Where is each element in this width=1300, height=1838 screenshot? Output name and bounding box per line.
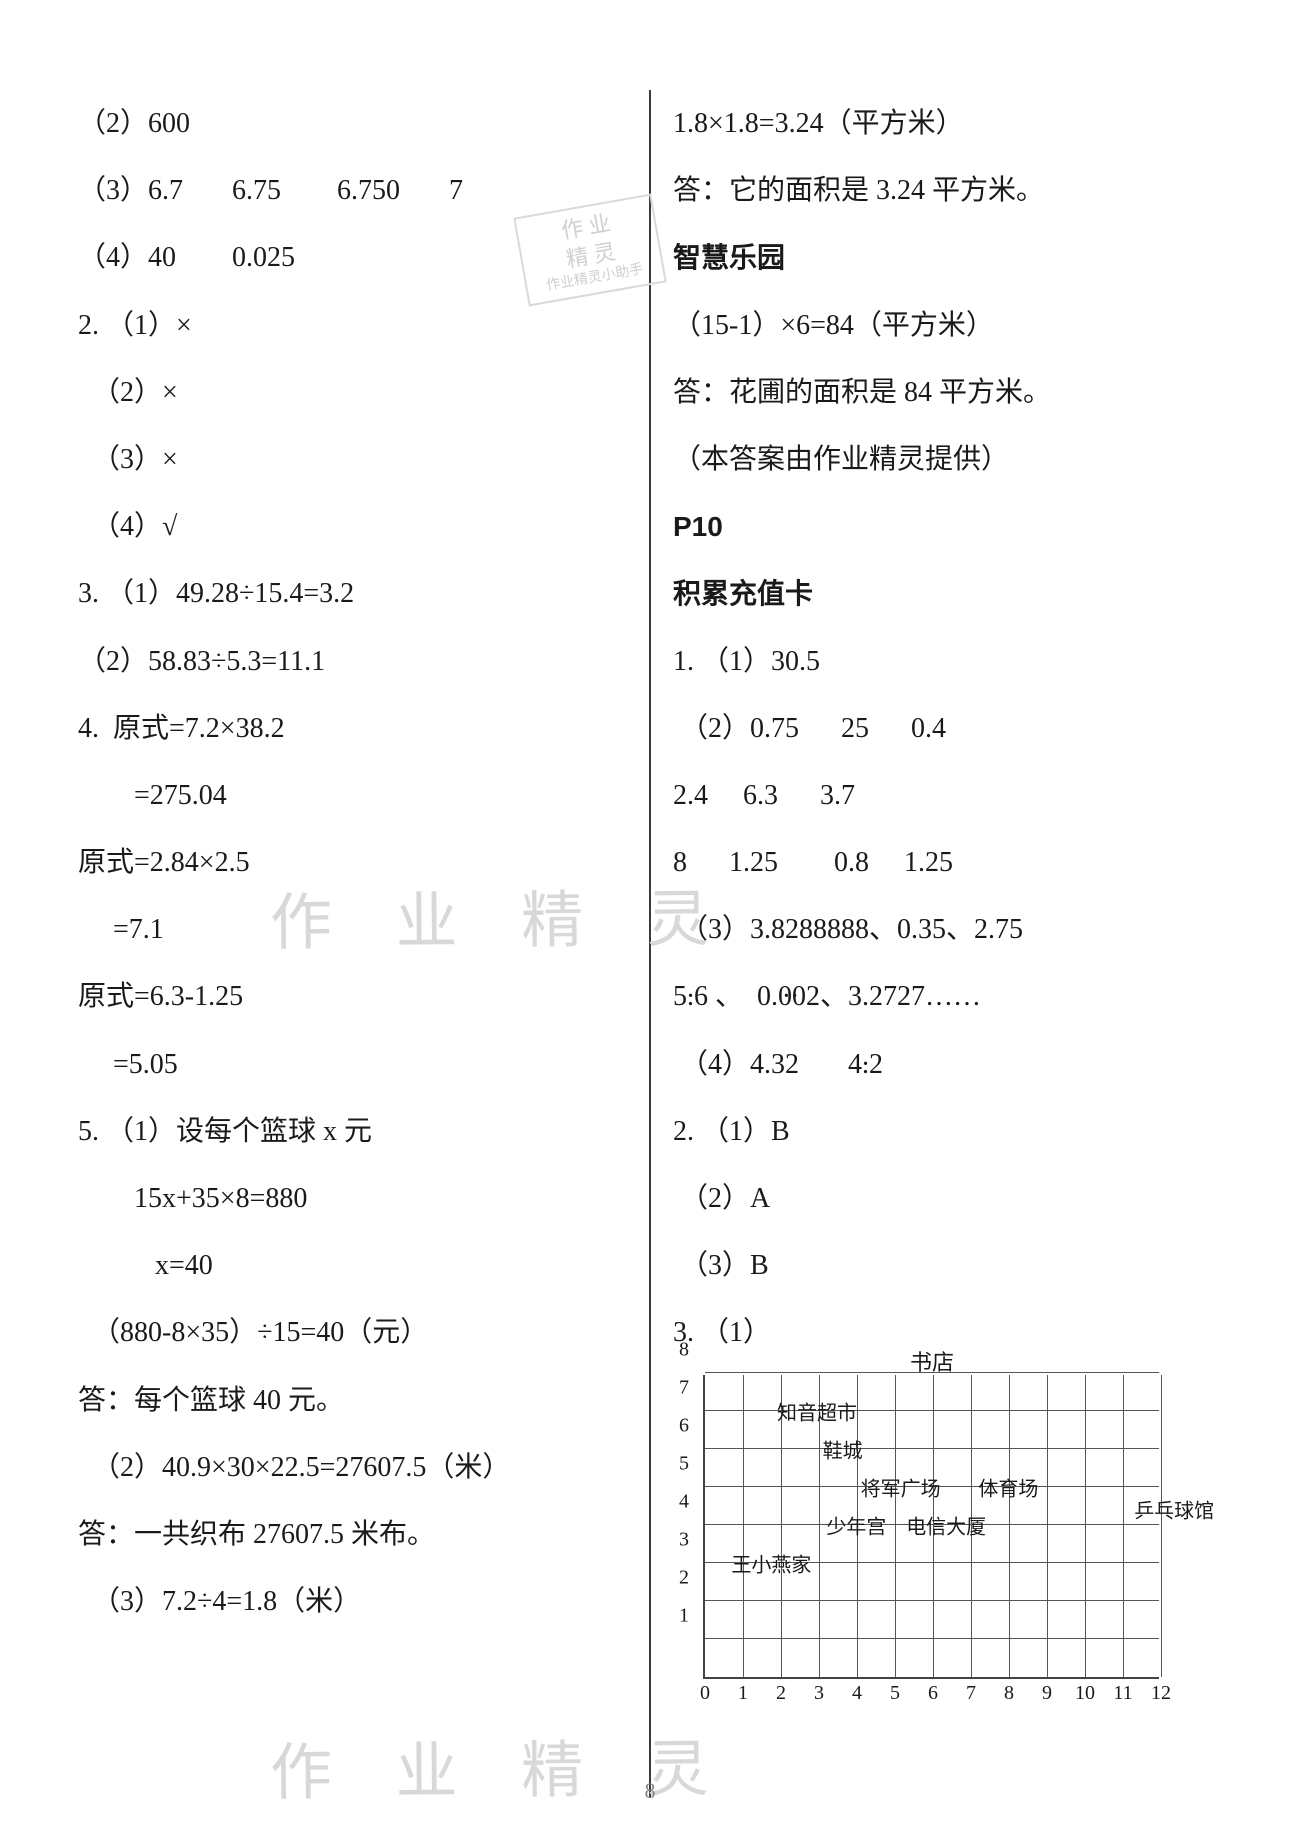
chart-label: 电信大厦 — [906, 1510, 986, 1539]
text-line: （2）A — [673, 1165, 1222, 1232]
text-line: 1.8×1.8=3.24（平方米） — [673, 90, 1222, 157]
y-tick: 5 — [679, 1452, 689, 1475]
text-line: =275.04 — [78, 762, 627, 829]
chart-label: 将军广场 — [861, 1472, 941, 1501]
text-line: 1. （1）30.5 — [673, 628, 1222, 695]
text-line: 2. （1）× — [78, 292, 627, 359]
page: 作 业 精 灵 作 业 精 灵 作 业 精 灵 作业精灵小助手 （2）600（3… — [0, 0, 1300, 1838]
text-line: 2.4 6.3 3.7 — [673, 762, 1222, 829]
y-tick: 6 — [679, 1414, 689, 1437]
text-line: （2）0.75 25 0.4 — [673, 695, 1222, 762]
y-tick: 1 — [679, 1604, 689, 1627]
text-line: 15x+35×8=880 — [78, 1165, 627, 1232]
text-line: （本答案由作业精灵提供） — [673, 426, 1222, 493]
text-line: 3. （1）49.28÷15.4=3.2 — [78, 560, 627, 627]
text-line: 答：每个篮球 40 元。 — [78, 1367, 627, 1434]
x-tick: 11 — [1113, 1682, 1132, 1705]
chart-label: 鞋城 — [823, 1434, 863, 1463]
chart-label: 王小燕家 — [731, 1548, 811, 1577]
page-number: 8 — [645, 1778, 656, 1804]
x-tick: 10 — [1075, 1682, 1095, 1705]
x-tick: 3 — [814, 1682, 824, 1705]
text-line: x=40 — [78, 1232, 627, 1299]
grid-chart: 书店123456780123456789101112知音超市鞋城将军广场体育场乒… — [673, 1375, 1193, 1679]
text-line: （2）40.9×30×22.5=27607.5（米） — [78, 1434, 627, 1501]
x-tick: 1 — [738, 1682, 748, 1705]
y-tick: 2 — [679, 1566, 689, 1589]
x-tick: 8 — [1004, 1682, 1014, 1705]
text-line: 4. 原式=7.2×38.2 — [78, 695, 627, 762]
column-divider — [649, 90, 651, 1798]
heading: 积累充值卡 — [673, 560, 1222, 627]
text-line: （880-8×35）÷15=40（元） — [78, 1299, 627, 1366]
left-column: （2）600（3）6.7 6.75 6.750 7（4）40 0.0252. （… — [60, 90, 645, 1798]
text-line: 原式=2.84×2.5 — [78, 829, 627, 896]
x-tick: 7 — [966, 1682, 976, 1705]
chart-label: 体育场 — [978, 1472, 1038, 1501]
chart-label: 知音超市 — [777, 1396, 857, 1425]
y-tick: 7 — [679, 1376, 689, 1399]
text-line: （3）7.2÷4=1.8（米） — [78, 1568, 627, 1635]
text-line: （3）6.7 6.75 6.750 7 — [78, 157, 627, 224]
text-line: 答：一共织布 27607.5 米布。 — [78, 1501, 627, 1568]
text-line: （15-1）×6=84（平方米） — [673, 292, 1222, 359]
y-tick: 3 — [679, 1528, 689, 1551]
y-tick: 8 — [679, 1338, 689, 1361]
text-line: （4）40 0.025 — [78, 224, 627, 291]
right-column: 1.8×1.8=3.24（平方米）答：它的面积是 3.24 平方米。智慧乐园（1… — [655, 90, 1240, 1798]
text-line: 答：它的面积是 3.24 平方米。 — [673, 157, 1222, 224]
text-line: 2. （1）B — [673, 1098, 1222, 1165]
text-line: （3）3.8288888、0.35、2.75 — [673, 896, 1222, 963]
chart-label: 少年宫 — [826, 1510, 886, 1539]
x-tick: 0 — [700, 1682, 710, 1705]
x-tick: 5 — [890, 1682, 900, 1705]
heading: P10 — [673, 493, 1222, 560]
text-line: （3）× — [78, 426, 627, 493]
text-line: =7.1 — [78, 896, 627, 963]
text-line: （2）× — [78, 359, 627, 426]
text-line: 8 1.25 0.8 1.25 — [673, 829, 1222, 896]
x-tick: 12 — [1151, 1682, 1171, 1705]
text-line: （2）600 — [78, 90, 627, 157]
text-line: （2）58.83÷5.3=11.1 — [78, 628, 627, 695]
x-tick: 2 — [776, 1682, 786, 1705]
text-line: （3）B — [673, 1232, 1222, 1299]
y-tick: 4 — [679, 1490, 689, 1513]
x-tick: 6 — [928, 1682, 938, 1705]
text-line: 5.6 、 0.002、3.2727…… — [673, 963, 1222, 1030]
text-line: 答：花圃的面积是 84 平方米。 — [673, 359, 1222, 426]
text-line: 原式=6.3-1.25 — [78, 963, 627, 1030]
chart-label: 乒乓球馆 — [1134, 1495, 1214, 1524]
text-line: （4）4.32 4.2 — [673, 1031, 1222, 1098]
heading: 智慧乐园 — [673, 224, 1222, 291]
text-line: （4）√ — [78, 493, 627, 560]
text-line: =5.05 — [78, 1031, 627, 1098]
x-tick: 9 — [1042, 1682, 1052, 1705]
text-line: 5. （1）设每个篮球 x 元 — [78, 1098, 627, 1165]
x-tick: 4 — [852, 1682, 862, 1705]
